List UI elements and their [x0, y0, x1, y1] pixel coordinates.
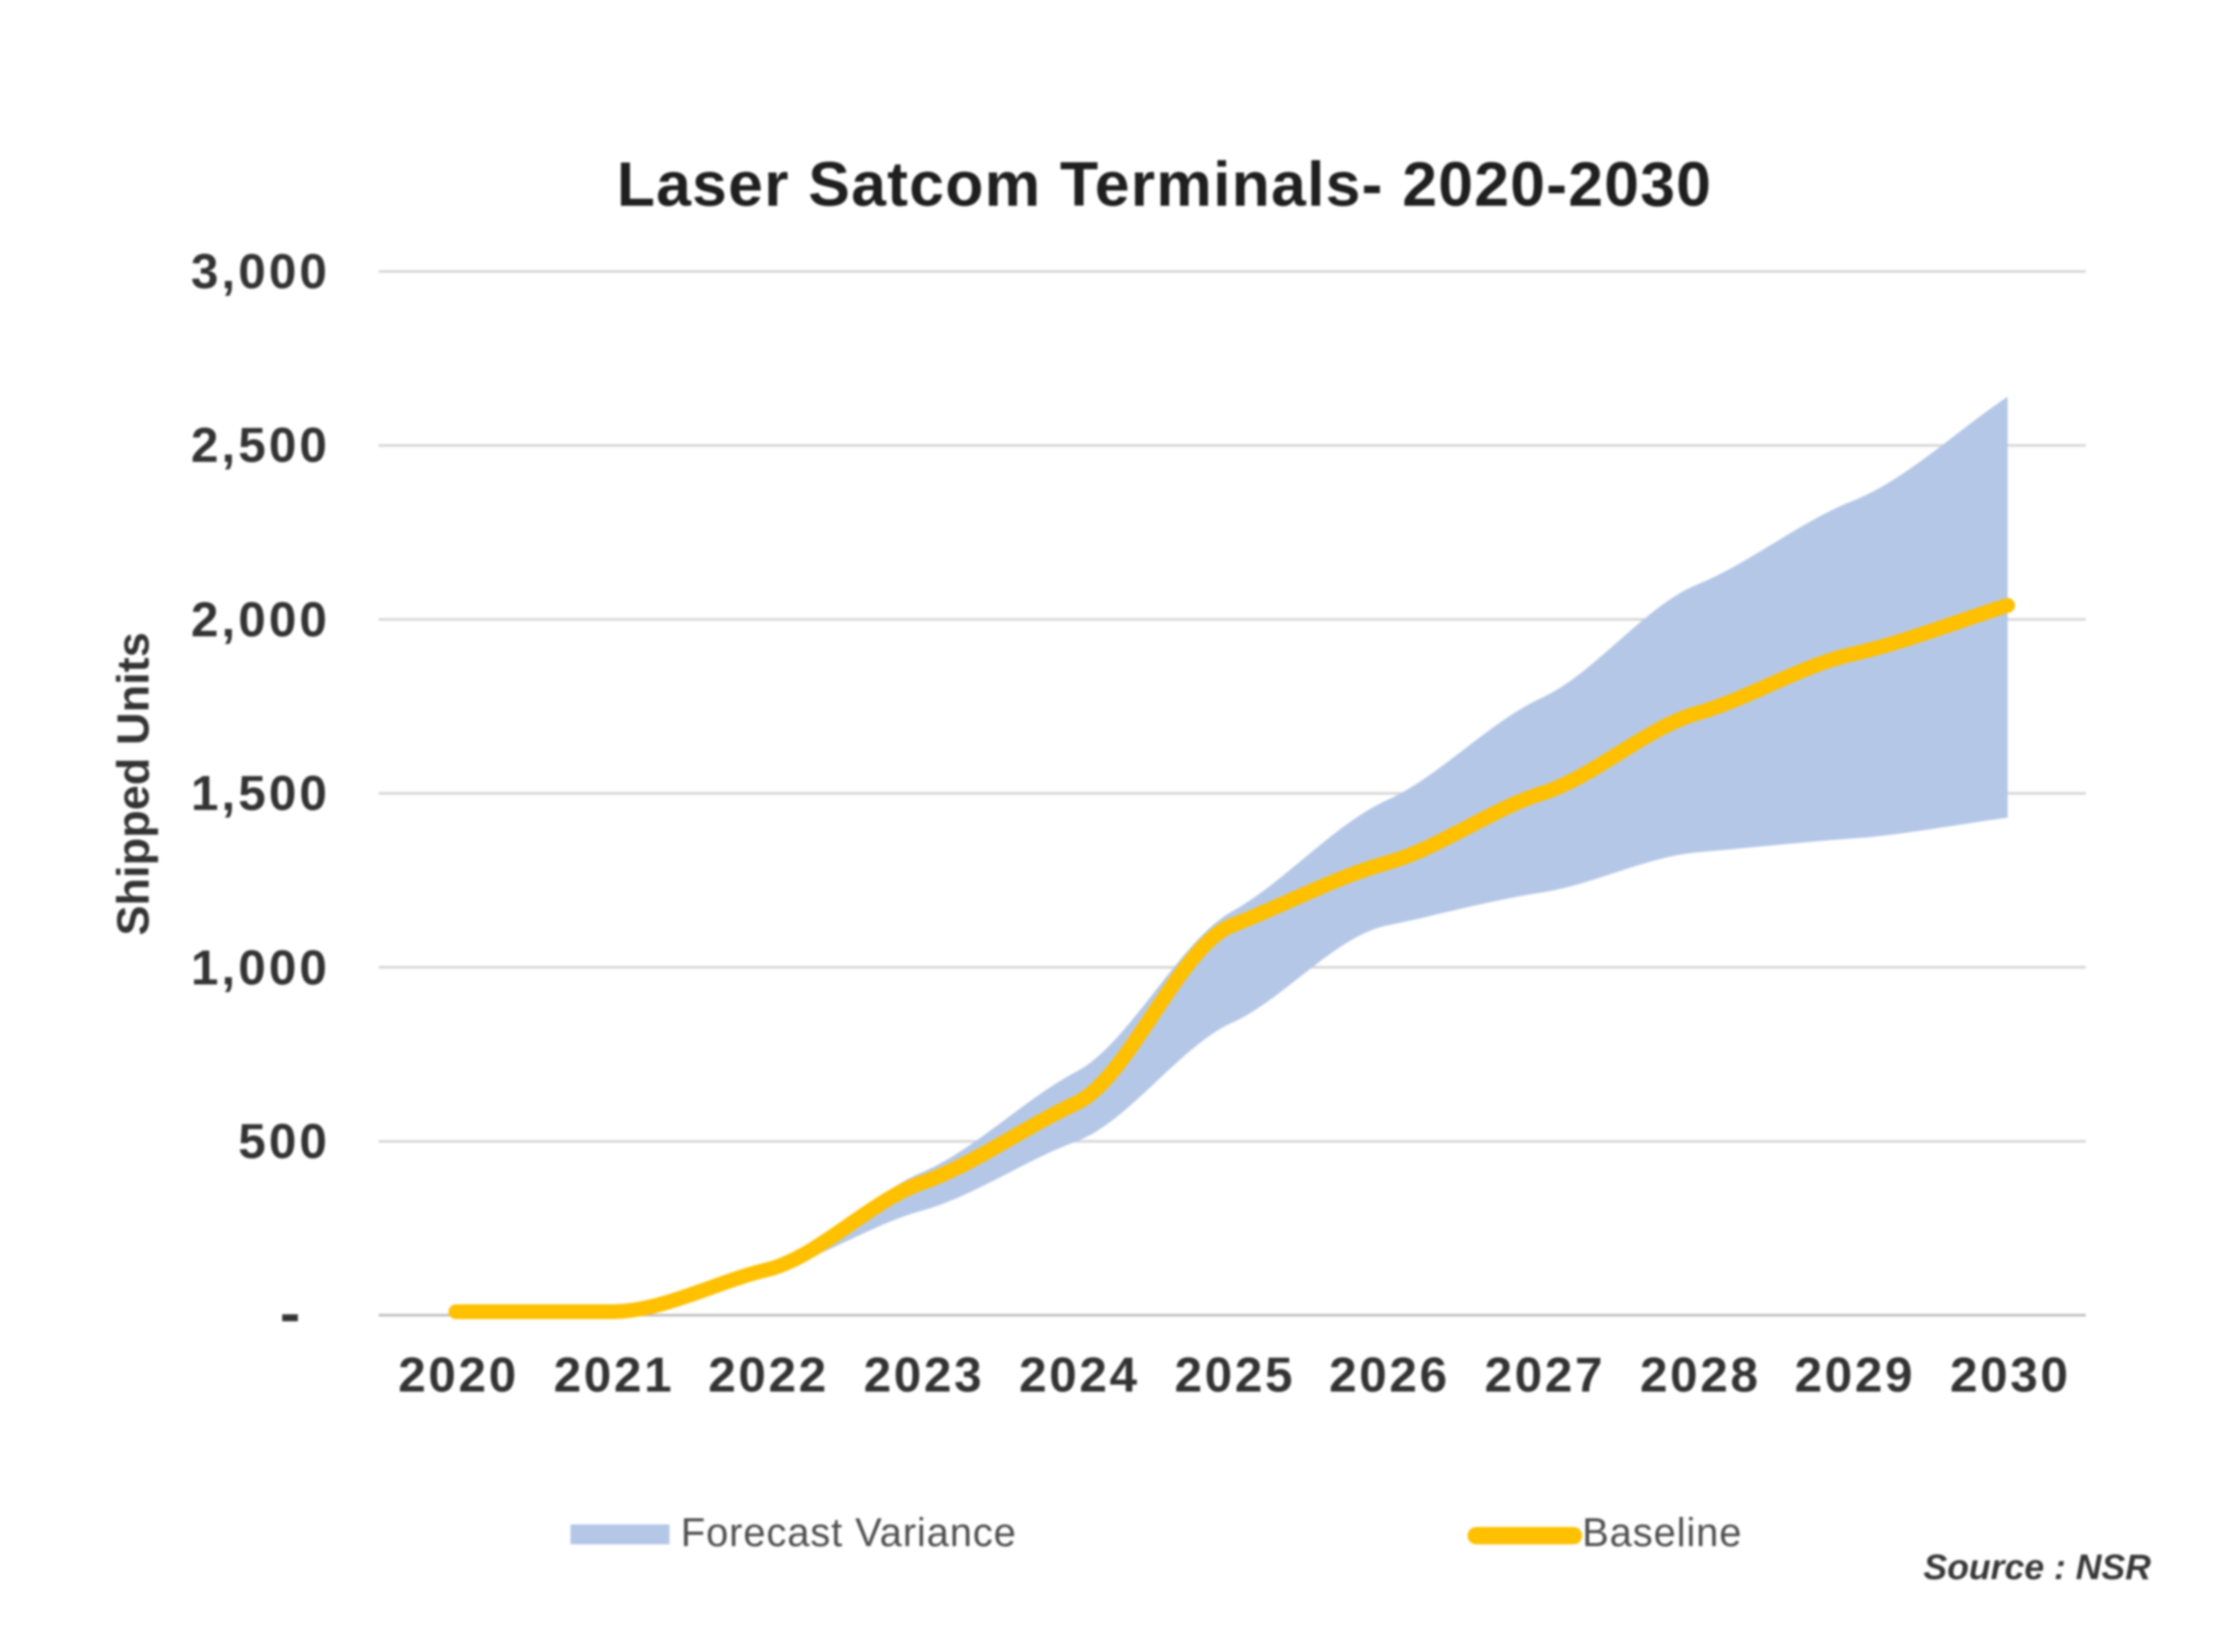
svg-text:2,000: 2,000	[191, 592, 330, 648]
svg-text:2027: 2027	[1485, 1347, 1606, 1403]
svg-text:2028: 2028	[1640, 1347, 1761, 1403]
svg-text:500: 500	[238, 1114, 330, 1169]
svg-text:Forecast Variance: Forecast Variance	[681, 1510, 1017, 1555]
svg-text:3,000: 3,000	[191, 244, 330, 299]
svg-text:2020: 2020	[399, 1347, 519, 1403]
svg-text:2025: 2025	[1175, 1347, 1296, 1403]
svg-text:Baseline: Baseline	[1582, 1510, 1742, 1555]
svg-text:Source : NSR: Source : NSR	[1923, 1547, 2151, 1587]
svg-text:2024: 2024	[1019, 1347, 1140, 1403]
svg-text:2,500: 2,500	[191, 418, 330, 473]
svg-text:Laser Satcom Terminals- 2020-2: Laser Satcom Terminals- 2020-2030	[617, 150, 1712, 220]
svg-text:Shipped Units: Shipped Units	[109, 632, 159, 936]
svg-text:1,500: 1,500	[191, 766, 330, 821]
svg-text:2021: 2021	[554, 1347, 675, 1403]
svg-text:2030: 2030	[1950, 1347, 2071, 1403]
svg-text:1,000: 1,000	[191, 940, 330, 996]
svg-text:2026: 2026	[1329, 1347, 1450, 1403]
svg-text:2022: 2022	[709, 1347, 829, 1403]
svg-text:2023: 2023	[864, 1347, 985, 1403]
svg-text:2029: 2029	[1795, 1347, 1916, 1403]
